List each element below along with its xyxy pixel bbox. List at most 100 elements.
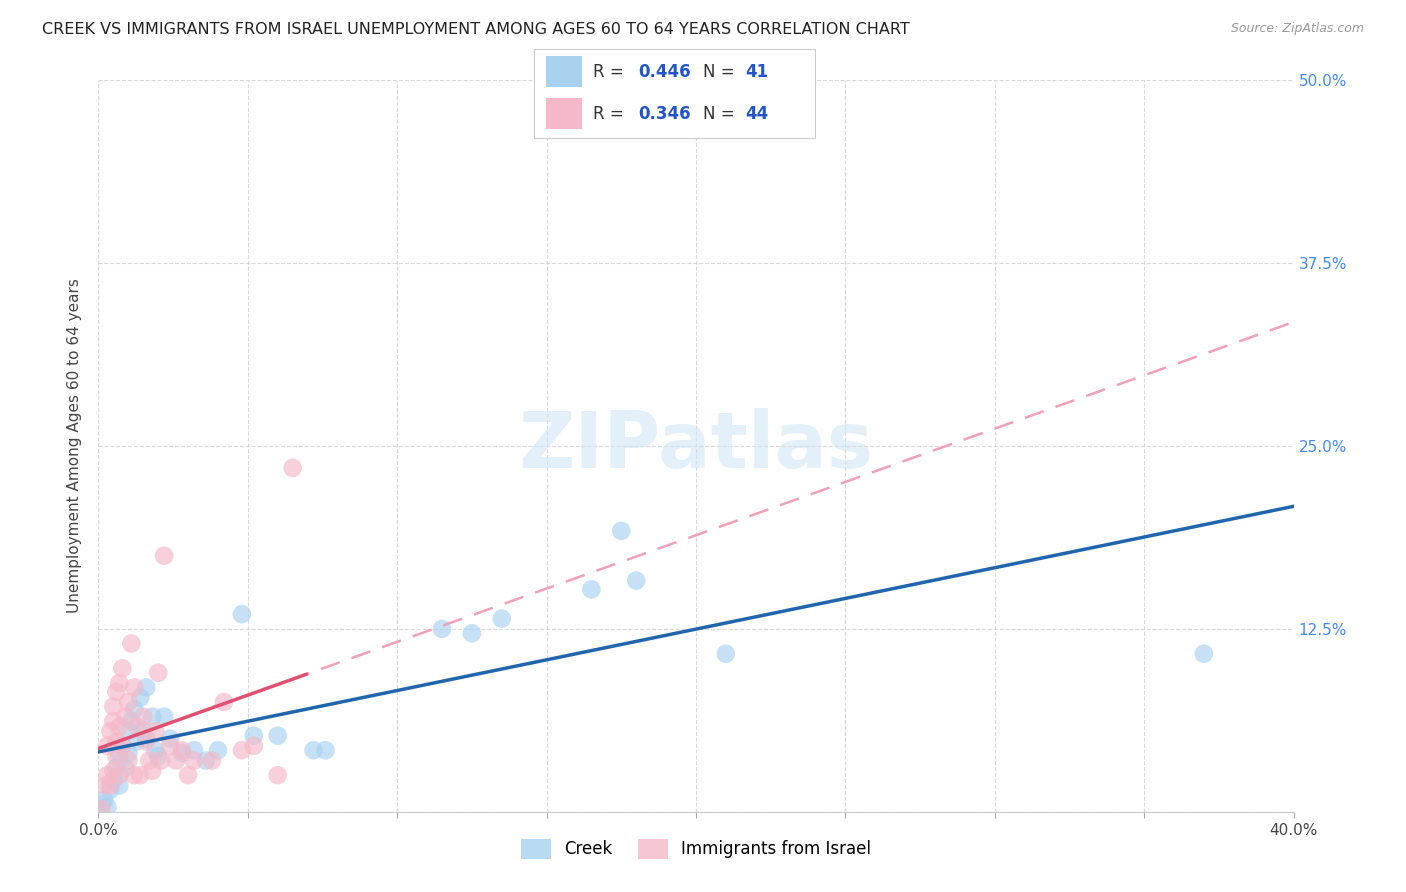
Point [461,626,484,640]
Text: ZIPatlas: ZIPatlas [519,408,873,484]
Point [127,734,149,748]
Text: R =: R = [593,104,630,123]
Point [141,764,163,778]
Point [150,754,173,768]
Point [90,797,112,812]
Point [243,729,266,743]
Point [143,724,166,739]
Point [132,724,155,739]
Y-axis label: Unemployment Among Ages 60 to 64 years: Unemployment Among Ages 60 to 64 years [67,278,83,614]
Point [581,582,603,597]
Point [103,714,125,728]
Point [302,743,325,757]
Point [183,754,205,768]
Point [105,685,128,699]
Point [108,768,131,782]
Point [610,524,633,538]
Point [120,636,142,650]
Point [141,709,163,723]
Text: 44: 44 [745,104,769,123]
Point [267,768,290,782]
Point [129,768,152,782]
Point [153,709,176,723]
Text: R =: R = [593,62,630,81]
Point [117,724,139,739]
FancyBboxPatch shape [546,98,582,129]
Point [172,746,194,760]
Point [132,709,155,723]
Point [103,699,125,714]
Point [90,802,112,816]
Point [212,695,235,709]
Point [148,665,170,680]
Point [108,778,131,792]
Point [93,778,115,792]
Legend: Creek, Immigrants from Israel: Creek, Immigrants from Israel [515,832,877,865]
Point [135,681,157,695]
Point [124,768,146,782]
Text: CREEK VS IMMIGRANTS FROM ISRAEL UNEMPLOYMENT AMONG AGES 60 TO 64 YEARS CORRELATI: CREEK VS IMMIGRANTS FROM ISRAEL UNEMPLOY… [42,22,910,37]
Point [165,754,187,768]
Point [117,754,139,768]
Point [108,676,131,690]
Text: 0.446: 0.446 [638,62,690,81]
Point [195,754,218,768]
Point [96,800,118,814]
Point [138,754,160,768]
Text: 41: 41 [745,62,768,81]
Point [105,761,128,775]
Point [124,681,146,695]
Text: 0.346: 0.346 [638,104,690,123]
Point [714,647,737,661]
Point [177,768,200,782]
Point [111,739,134,753]
Text: N =: N = [703,104,740,123]
Point [159,739,181,753]
Point [108,749,131,764]
Point [201,754,224,768]
Text: Source: ZipAtlas.com: Source: ZipAtlas.com [1230,22,1364,36]
Point [491,612,513,626]
Point [231,607,253,622]
Point [105,749,128,764]
Point [143,743,166,757]
Point [172,743,194,757]
Point [267,729,290,743]
Point [135,734,157,748]
Point [114,709,136,723]
Point [207,743,229,757]
Point [124,702,146,716]
Point [243,739,266,753]
Point [108,720,131,734]
Point [103,772,125,787]
Point [1192,647,1215,661]
Point [430,622,453,636]
Point [153,549,176,563]
Point [114,761,136,775]
Point [231,743,253,757]
Point [96,739,118,753]
Point [111,739,134,753]
Point [100,778,122,792]
Point [100,724,122,739]
Point [93,793,115,807]
Point [117,695,139,709]
Point [105,734,128,748]
Point [120,714,142,728]
Point [626,574,648,588]
Point [129,690,152,705]
Point [281,461,304,475]
Point [103,764,125,778]
Point [100,782,122,797]
Text: N =: N = [703,62,740,81]
Point [135,731,157,746]
Point [315,743,337,757]
Point [111,661,134,675]
Point [127,720,149,734]
Point [148,749,170,764]
Point [96,768,118,782]
Point [117,746,139,760]
Point [183,743,205,757]
FancyBboxPatch shape [546,56,582,87]
Point [159,731,181,746]
